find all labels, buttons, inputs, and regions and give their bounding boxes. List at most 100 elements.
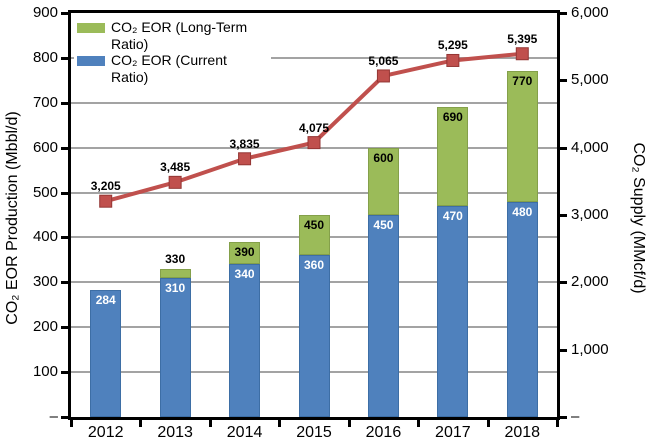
left-tick-500 (61, 191, 68, 195)
right-tick-label-4000: 4,000 (571, 138, 609, 156)
bar-current-2014 (229, 264, 261, 417)
right-axis-title: CO₂ Supply (MMcf/d) (630, 142, 647, 294)
x-tick-label-2014: 2014 (226, 424, 263, 441)
supply-label-2014: 3,835 (229, 136, 260, 151)
x-tick-label-2013: 2013 (157, 424, 193, 441)
legend-swatch-1 (77, 56, 105, 66)
x-tick-label-2016: 2016 (365, 424, 402, 441)
supply-line-chart (99, 47, 529, 208)
bar-label-current-2018: 480 (512, 204, 533, 219)
supply-label-2013: 3,485 (160, 160, 191, 175)
right-tick-label-0: – (571, 408, 580, 425)
bar-longterm-2013 (159, 268, 191, 278)
left-tick-100 (61, 371, 68, 375)
bar-label-total-2014: 390 (234, 244, 255, 259)
legend-item-1: CO₂ EOR (Current Ratio) (77, 52, 263, 85)
supply-marker-2014 (238, 152, 252, 166)
supply-marker-2012 (99, 194, 113, 208)
right-tick-0 (560, 416, 567, 419)
legend-label-1: CO₂ EOR (Current Ratio) (111, 52, 227, 85)
right-tick-label-5000: 5,000 (571, 71, 609, 89)
left-tick-label-400: 400 (32, 228, 58, 246)
left-tick-label-900: 900 (32, 4, 58, 21)
bar-label-current-2014: 340 (234, 267, 255, 282)
legend-label-0: CO₂ EOR (Long-Term Ratio) (111, 19, 248, 52)
supply-marker-2017 (446, 53, 460, 67)
bar-current-2018 (506, 201, 538, 417)
x-tick-6 (486, 420, 490, 427)
bar-current-2016 (367, 215, 399, 417)
bar-label-total-2016: 600 (373, 150, 394, 165)
left-tick-700 (61, 101, 68, 105)
right-tick-6000 (560, 12, 567, 15)
bar-label-total-2018: 770 (512, 74, 533, 89)
gridline-500 (71, 191, 557, 194)
x-tick-label-2015: 2015 (296, 424, 332, 441)
left-tick-label-200: 200 (32, 318, 58, 336)
left-tick-900 (61, 12, 68, 15)
supply-label-2012: 3,205 (90, 179, 121, 194)
right-tick-1000 (560, 348, 567, 352)
left-tick-label-600: 600 (32, 138, 58, 156)
supply-label-2016: 5,065 (368, 53, 399, 68)
bar-current-2013 (159, 277, 191, 417)
bar-longterm-2014 (229, 241, 261, 265)
bar-longterm-2017 (437, 107, 469, 207)
left-tick-label-300: 300 (32, 273, 58, 291)
left-tick-0 (61, 416, 68, 419)
x-tick-3 (278, 420, 282, 427)
x-tick-label-2012: 2012 (87, 424, 124, 441)
supply-marker-2015 (307, 136, 321, 150)
x-tick-label-2017: 2017 (435, 424, 471, 441)
left-tick-label-500: 500 (32, 183, 58, 201)
x-tick-label-2018: 2018 (504, 424, 541, 441)
left-tick-label-700: 700 (32, 93, 58, 111)
right-tick-5000 (560, 79, 567, 83)
bar-longterm-2016 (367, 147, 399, 215)
supply-label-2018: 5,395 (507, 31, 538, 46)
supply-marker-2018 (515, 47, 529, 61)
gridline-700 (71, 101, 557, 104)
left-tick-800 (61, 56, 68, 60)
left-tick-label-800: 800 (32, 48, 58, 66)
gridline-800 (71, 56, 557, 59)
left-tick-label-0: – (49, 408, 58, 425)
left-tick-200 (61, 326, 68, 330)
bar-label-current-2015: 360 (303, 258, 325, 273)
bar-label-current-2012: 284 (95, 292, 116, 307)
bar-current-2017 (437, 206, 469, 417)
legend: CO₂ EOR (Long-Term Ratio) CO₂ EOR (Curren… (74, 15, 271, 87)
bar-label-current-2016: 450 (373, 218, 394, 232)
left-tick-label-100: 100 (32, 363, 58, 381)
bar-current-2015 (298, 255, 330, 417)
x-tick-2 (208, 420, 212, 427)
bar-current-2012 (90, 289, 122, 417)
left-tick-600 (61, 146, 68, 150)
bar-label-total-2013: 330 (165, 251, 186, 266)
left-axis-title: CO₂ EOR Production (Mbbl/d) (4, 111, 21, 325)
right-tick-label-2000: 2,000 (571, 273, 609, 291)
supply-label-2017: 5,295 (437, 38, 468, 53)
left-tick-300 (61, 281, 68, 285)
bar-label-total-2017: 690 (442, 110, 463, 125)
right-tick-4000 (560, 146, 567, 150)
plot-area: 284 310 330 340 390 360 450 450 600 470 690 480 770 … (68, 10, 560, 420)
legend-swatch-0 (77, 23, 105, 33)
right-tick-label-6000: 6,000 (571, 4, 609, 21)
x-tick-7 (556, 420, 559, 427)
x-tick-4 (347, 420, 351, 427)
bar-longterm-2018 (506, 71, 538, 202)
bar-label-current-2017: 470 (442, 209, 463, 224)
x-tick-5 (417, 420, 421, 427)
supply-label-2015: 4,075 (298, 120, 330, 135)
supply-marker-2013 (168, 175, 182, 189)
right-tick-2000 (560, 281, 567, 285)
bar-longterm-2015 (298, 215, 330, 256)
right-tick-label-1000: 1,000 (571, 340, 609, 358)
right-tick-label-3000: 3,000 (571, 206, 609, 223)
supply-marker-2016 (376, 69, 390, 83)
bar-label-current-2013: 310 (165, 280, 186, 295)
right-tick-3000 (560, 214, 567, 217)
bar-label-total-2015: 450 (303, 218, 325, 232)
